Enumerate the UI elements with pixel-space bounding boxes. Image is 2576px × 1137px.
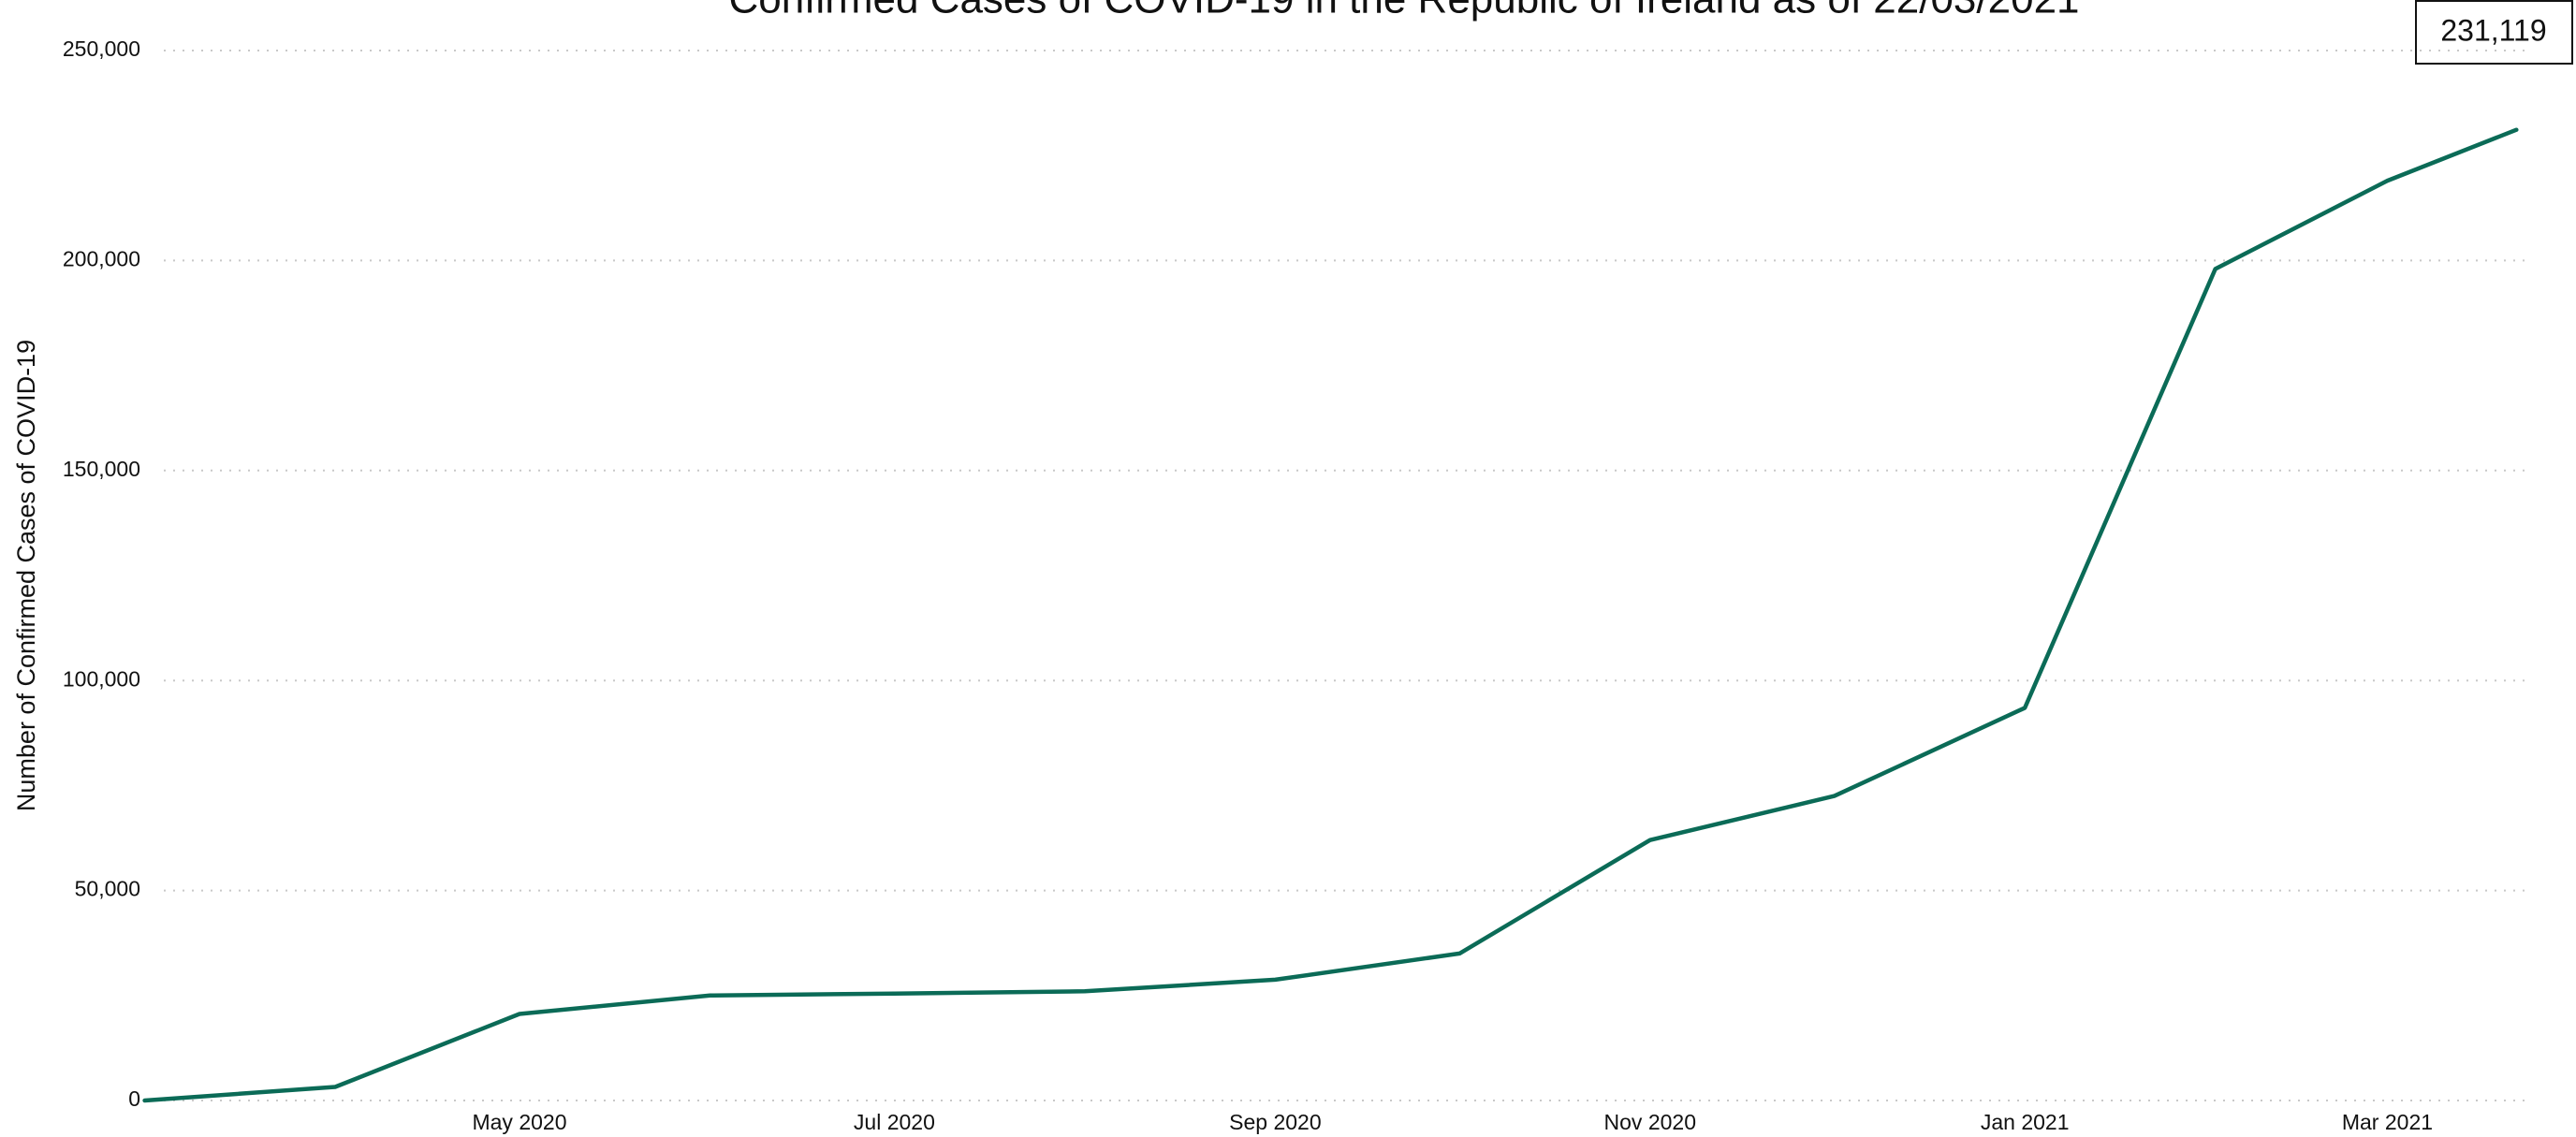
data-line [142,127,2519,1103]
x-tick-label: May 2020 [472,1110,566,1134]
annotation-box [2415,0,2573,65]
x-tick-label: Sep 2020 [1229,1110,1321,1134]
y-tick-label: 0 [128,1086,140,1111]
chart-title: Confirmed Cases of COVID-19 in the Repub… [728,0,2079,22]
y-axis-label: Number of Confirmed Cases of COVID-19 [12,340,40,811]
y-tick-label: 200,000 [63,246,140,270]
x-tick-label: Mar 2021 [2342,1110,2433,1134]
y-tick-label: 150,000 [63,457,140,481]
x-tick-label: Jul 2020 [854,1110,935,1134]
y-tick-label: 250,000 [63,36,140,61]
x-tick-label: Nov 2020 [1604,1110,1696,1134]
x-tick-label: Jan 2021 [1981,1110,2070,1134]
y-tick-label: 100,000 [63,666,140,691]
annotation: 231,119 [2440,13,2546,47]
y-tick-label: 50,000 [75,877,140,901]
